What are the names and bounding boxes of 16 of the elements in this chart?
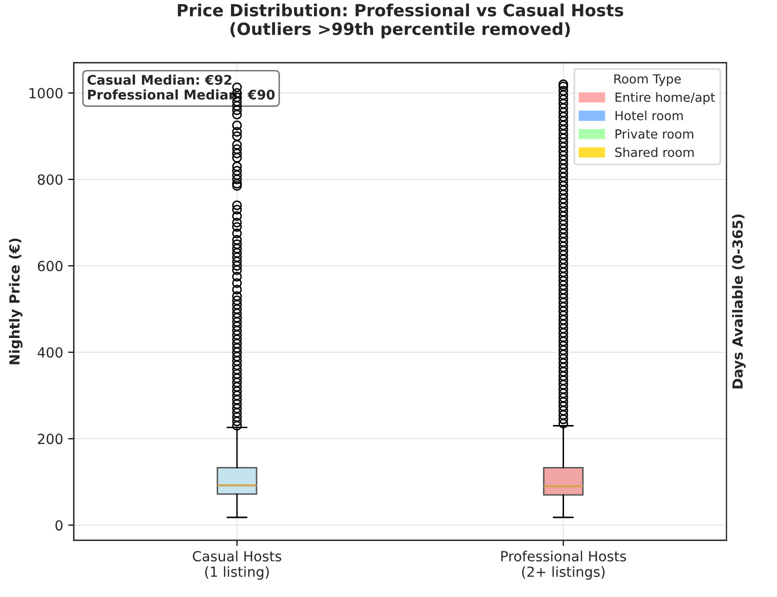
y-tick-label: 1000 — [30, 88, 62, 98]
y-axis-title: Nightly Price (€) — [8, 238, 22, 364]
legend-label: Entire home/apt — [616, 92, 715, 104]
legend-label: Shared room — [615, 147, 694, 157]
y-tick-label: 800 — [38, 174, 62, 185]
y-tick-label: 200 — [38, 434, 62, 444]
y-tick-label: 0 — [55, 520, 62, 531]
x-tick-label: Professional Hosts (2+ listings) — [501, 550, 626, 580]
legend-title: Room Type — [614, 74, 681, 86]
chart-title: Price Distribution: Professional vs Casual Hosts (Outliers >99th percentile removed) — [178, 4, 624, 38]
y2-axis-title: Days Available (0-365) — [732, 214, 746, 388]
legend-label: Private room — [616, 128, 694, 139]
y-tick-label: 600 — [38, 260, 62, 272]
legend-label: Hotel room — [616, 110, 683, 120]
y-tick-label: 400 — [38, 347, 62, 358]
x-tick-label: Casual Hosts (1 listing) — [192, 550, 282, 580]
